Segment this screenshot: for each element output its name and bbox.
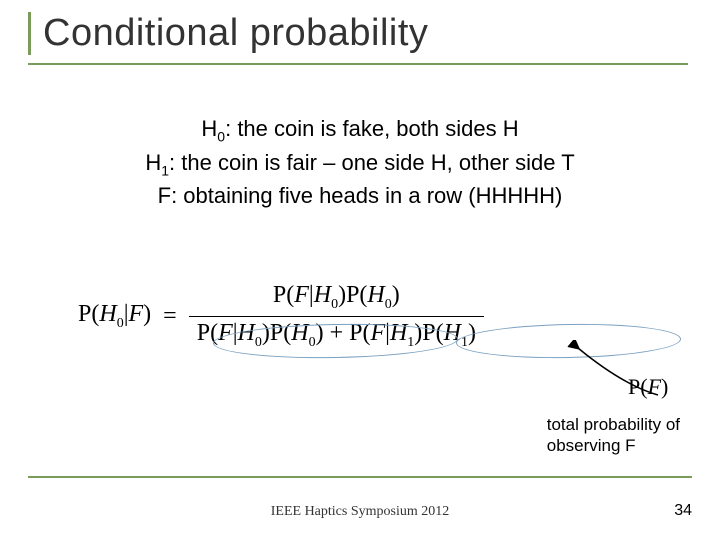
- hypothesis-h1: H1: the coin is fair – one side H, other…: [145, 147, 574, 181]
- h0-symbol: H: [201, 116, 217, 141]
- hypothesis-h0: H0: the coin is fake, both sides H: [201, 113, 518, 147]
- pf-label: P(F): [628, 374, 668, 400]
- h1-subscript: 1: [161, 162, 169, 178]
- formula-lhs: P(H0|F): [78, 301, 151, 332]
- h1-symbol: H: [145, 150, 161, 175]
- footer-text: IEEE Haptics Symposium 2012: [0, 504, 720, 520]
- h0-text: : the coin is fake, both sides H: [225, 116, 519, 141]
- slide: Conditional probability H0: the coin is …: [0, 0, 720, 540]
- caption-line2: observing F: [547, 436, 636, 455]
- formula-numerator: P(F|H0)P(H0): [189, 282, 484, 317]
- page-number: 34: [674, 502, 692, 520]
- title-underline: [28, 63, 688, 65]
- caption: total probability of observing F: [547, 414, 680, 457]
- bottom-rule: [28, 476, 692, 478]
- h0-subscript: 0: [217, 128, 225, 144]
- title-block: Conditional probability: [28, 12, 692, 55]
- hypotheses-block: H0: the coin is fake, both sides H H1: t…: [28, 113, 692, 212]
- h1-text: : the coin is fair – one side H, other s…: [169, 150, 575, 175]
- event-f: F: obtaining five heads in a row (HHHHH): [158, 180, 563, 212]
- caption-line1: total probability of: [547, 415, 680, 434]
- equals-sign: =: [163, 303, 177, 330]
- slide-title: Conditional probability: [43, 12, 692, 55]
- formula-area: P(H0|F) = P(F|H0)P(H0) P(F|H0)P(H0) + P(…: [28, 282, 692, 392]
